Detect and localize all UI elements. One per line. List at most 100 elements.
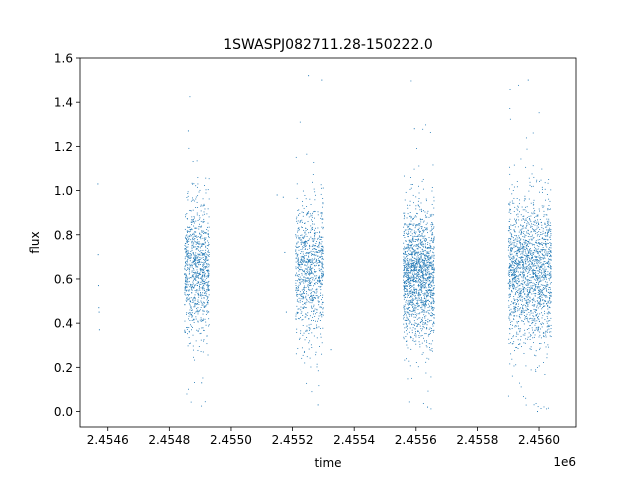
data-point <box>525 253 526 254</box>
data-point <box>313 285 314 286</box>
data-point <box>422 276 423 277</box>
data-point <box>199 257 200 258</box>
data-point <box>205 233 206 234</box>
data-point <box>531 294 532 295</box>
data-point <box>208 223 209 224</box>
data-point <box>197 187 198 188</box>
data-point <box>524 200 525 201</box>
data-point <box>519 293 520 294</box>
data-point <box>428 256 429 257</box>
data-point <box>422 268 423 269</box>
data-point <box>322 262 323 263</box>
data-point <box>302 201 303 202</box>
data-point <box>195 279 196 280</box>
data-point <box>531 318 532 319</box>
data-point <box>548 219 549 220</box>
data-point <box>536 181 537 182</box>
data-point <box>415 267 416 268</box>
data-point <box>422 260 423 261</box>
data-point <box>295 246 296 247</box>
data-point <box>417 319 418 320</box>
data-point <box>536 223 537 224</box>
data-point <box>526 303 527 304</box>
data-point <box>420 235 421 236</box>
data-point <box>207 312 208 313</box>
data-point <box>313 274 314 275</box>
data-point <box>428 253 429 254</box>
data-point <box>536 277 537 278</box>
data-point <box>433 332 434 333</box>
data-point <box>192 302 193 303</box>
data-point <box>312 288 313 289</box>
data-point <box>199 288 200 289</box>
data-point <box>300 338 301 339</box>
data-point <box>529 280 530 281</box>
data-point <box>428 251 429 252</box>
data-point <box>193 350 194 351</box>
data-point <box>416 252 417 253</box>
data-point <box>408 253 409 254</box>
data-point <box>425 266 426 267</box>
data-point <box>308 301 309 302</box>
data-point <box>543 274 544 275</box>
data-point <box>422 302 423 303</box>
data-point <box>511 248 512 249</box>
data-point <box>188 345 189 346</box>
data-point <box>534 263 535 264</box>
data-point <box>524 310 525 311</box>
data-point <box>514 286 515 287</box>
data-point <box>303 307 304 308</box>
data-point <box>187 300 188 301</box>
data-point <box>425 301 426 302</box>
data-point <box>531 255 532 256</box>
data-point <box>422 283 423 284</box>
data-point <box>527 276 528 277</box>
data-point <box>209 216 210 217</box>
data-point <box>418 272 419 273</box>
data-point <box>405 313 406 314</box>
data-point <box>421 319 422 320</box>
data-point <box>297 223 298 224</box>
data-point <box>186 300 187 301</box>
data-point <box>528 253 529 254</box>
data-point <box>525 243 526 244</box>
data-point <box>414 251 415 252</box>
data-point <box>431 263 432 264</box>
data-point <box>424 340 425 341</box>
data-point <box>417 324 418 325</box>
data-point <box>194 234 195 235</box>
data-point <box>523 289 524 290</box>
data-point <box>512 343 513 344</box>
data-point <box>407 208 408 209</box>
data-point <box>412 286 413 287</box>
data-point <box>98 285 99 286</box>
data-point <box>525 269 526 270</box>
data-point <box>207 260 208 261</box>
data-point <box>517 255 518 256</box>
data-point <box>203 259 204 260</box>
data-point <box>321 275 322 276</box>
data-point <box>535 296 536 297</box>
data-point <box>413 324 414 325</box>
data-point <box>430 214 431 215</box>
data-point <box>318 245 319 246</box>
data-point <box>209 271 210 272</box>
data-point <box>311 230 312 231</box>
data-point <box>412 300 413 301</box>
data-point <box>408 246 409 247</box>
data-point <box>535 231 536 232</box>
data-point <box>548 243 549 244</box>
data-point <box>300 262 301 263</box>
data-point <box>531 268 532 269</box>
data-point <box>320 328 321 329</box>
data-point <box>422 244 423 245</box>
data-point <box>509 221 510 222</box>
data-point <box>538 234 539 235</box>
data-point <box>300 330 301 331</box>
data-point <box>200 282 201 283</box>
data-point <box>527 280 528 281</box>
data-point <box>543 258 544 259</box>
data-point <box>434 239 435 240</box>
data-point <box>519 262 520 263</box>
data-point <box>428 269 429 270</box>
